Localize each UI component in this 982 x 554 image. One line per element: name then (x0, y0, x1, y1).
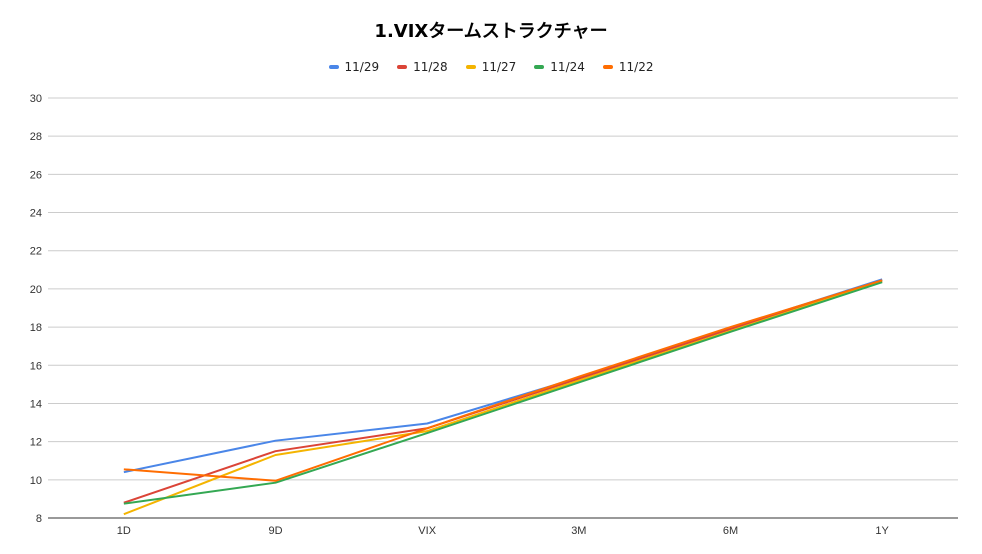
legend-label: 11/24 (550, 60, 585, 74)
y-tick-label: 10 (30, 475, 42, 487)
y-tick-label: 14 (30, 398, 42, 410)
legend-label: 11/22 (618, 60, 654, 74)
legend-item: 11/24 (534, 60, 585, 74)
legend-label: 11/29 (344, 60, 380, 74)
x-tick-label: 3M (571, 525, 586, 537)
chart-title: 1.VIXタームストラクチャー (374, 21, 608, 42)
legend-item: 11/28 (397, 60, 448, 74)
legend-swatch (534, 65, 545, 69)
legend-item: 11/22 (602, 60, 654, 74)
series-line-11-22 (123, 279, 883, 482)
x-tick-label: 9D (268, 525, 282, 537)
series-line-11-29 (123, 278, 883, 474)
y-tick-label: 22 (30, 246, 42, 258)
y-tick-label: 28 (30, 131, 42, 143)
legend-label: 11/27 (481, 60, 517, 74)
y-tick-label: 8 (36, 513, 42, 525)
y-tick-label: 24 (30, 208, 42, 220)
x-tick-label: 1Y (875, 525, 889, 537)
x-tick-label: 6M (723, 525, 738, 537)
y-tick-label: 12 (30, 437, 42, 449)
y-tick-label: 30 (30, 93, 42, 105)
legend-swatch (465, 65, 476, 69)
legend-swatch (602, 65, 613, 69)
legend-swatch (397, 65, 408, 69)
series-line-11-24 (123, 281, 883, 505)
legend-label: 11/28 (413, 60, 448, 74)
y-tick-label: 20 (30, 284, 42, 296)
legend-swatch (328, 65, 339, 69)
y-tick-label: 16 (30, 360, 42, 372)
legend-item: 11/29 (328, 60, 380, 74)
y-tick-label: 26 (30, 169, 42, 181)
y-tick-label: 18 (30, 322, 42, 334)
x-tick-label: VIX (418, 525, 436, 537)
legend-item: 11/27 (465, 60, 517, 74)
chart-legend: 11/29 11/28 11/27 11/24 11/22 (0, 60, 982, 74)
x-tick-label: 1D (117, 525, 131, 537)
